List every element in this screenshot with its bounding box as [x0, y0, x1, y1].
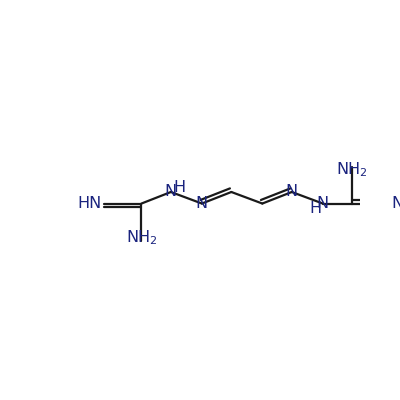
- Text: NH$_2$: NH$_2$: [336, 160, 368, 179]
- Text: NH$_2$: NH$_2$: [126, 228, 157, 247]
- Text: H: H: [309, 201, 321, 216]
- Text: N: N: [286, 184, 298, 200]
- Text: N: N: [196, 196, 208, 211]
- Text: HN: HN: [78, 196, 102, 211]
- Text: NH: NH: [392, 196, 400, 211]
- Text: N: N: [165, 184, 177, 200]
- Text: H: H: [173, 180, 185, 195]
- Text: N: N: [317, 196, 329, 211]
